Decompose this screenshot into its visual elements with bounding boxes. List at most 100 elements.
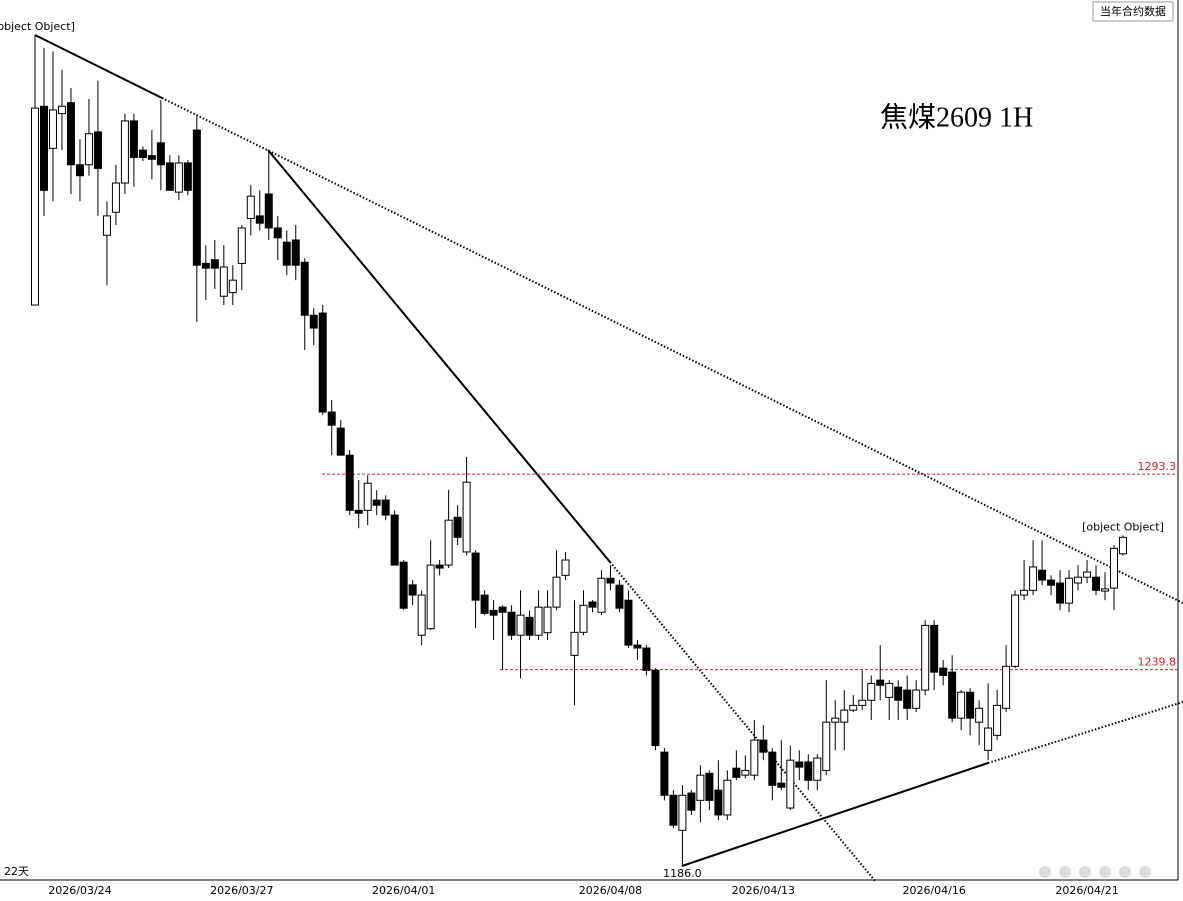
candle-body <box>777 782 786 788</box>
candle-body <box>300 261 309 316</box>
scroll-dot[interactable] <box>1039 866 1051 878</box>
candle-body <box>264 193 273 229</box>
candle-body <box>201 262 210 269</box>
candle-body <box>633 644 642 649</box>
candle-body <box>588 601 597 608</box>
candle-body <box>480 594 489 614</box>
candle-body <box>1101 588 1110 592</box>
candle-body <box>66 102 75 166</box>
x-tick-label: 2026/04/01 <box>372 884 435 897</box>
scroll-dot[interactable] <box>1119 866 1131 878</box>
candle-body <box>120 120 129 184</box>
candle-body <box>1047 579 1056 586</box>
candle-body <box>1020 589 1029 596</box>
candle-body <box>804 761 813 781</box>
candle-body <box>561 559 570 576</box>
chart-title: 焦煤2609 1H <box>880 101 1033 133</box>
candle-body <box>183 162 192 191</box>
candle-body <box>696 774 705 801</box>
candle-body <box>219 266 228 297</box>
candle-body <box>1011 594 1020 667</box>
candle-body <box>462 481 471 553</box>
candle-body <box>84 133 93 166</box>
candle-body <box>1029 566 1038 591</box>
trend-line <box>987 701 1183 764</box>
candle-body <box>498 606 507 613</box>
candle-body <box>417 594 426 636</box>
candle-body <box>957 691 966 719</box>
scroll-dot[interactable] <box>1139 866 1151 878</box>
candle-body <box>426 564 435 630</box>
candle-body <box>939 667 948 676</box>
candle-body <box>1002 665 1011 709</box>
candle-body <box>1119 536 1127 555</box>
candle-body <box>111 182 120 213</box>
candle-body <box>210 259 219 269</box>
candle-body <box>831 717 840 723</box>
candle-body <box>345 454 354 511</box>
candle-body <box>768 751 777 786</box>
candle-body <box>705 772 714 801</box>
x-tick-label: 2026/04/08 <box>579 884 642 897</box>
candle-body <box>984 727 993 751</box>
candle-body <box>516 614 525 636</box>
candle-body <box>750 739 759 776</box>
candle-body <box>678 794 687 831</box>
candle-body <box>876 679 885 686</box>
candle-body <box>795 761 804 768</box>
trend-lines <box>34 34 1183 883</box>
x-tick-label: 2026/03/24 <box>48 884 111 897</box>
candle-body <box>732 767 741 778</box>
x-tick-label: 2026/04/16 <box>902 884 965 897</box>
candle-body <box>921 624 930 691</box>
candle-body <box>813 757 822 781</box>
candle-body <box>552 576 561 608</box>
reference-label: 1293.3 <box>1138 460 1177 473</box>
candle-body <box>354 509 363 514</box>
candle-body <box>615 584 624 609</box>
trend-line <box>34 34 163 99</box>
candle-body <box>1092 576 1101 591</box>
period-label: 22天 <box>4 865 29 878</box>
candle-body <box>174 162 183 193</box>
candle-body <box>228 279 237 294</box>
candle-body <box>489 609 498 616</box>
candle-body <box>759 739 768 753</box>
candle-body <box>1038 569 1047 581</box>
trend-line <box>161 97 1183 604</box>
candle-body <box>282 241 291 266</box>
candle-body <box>48 109 57 149</box>
x-tick-label: 2026/04/21 <box>1055 884 1118 897</box>
candle-body <box>102 215 111 236</box>
candle-body <box>75 164 84 177</box>
scroll-dot[interactable] <box>1099 866 1111 878</box>
candle-body <box>273 227 282 239</box>
header-text: 当年合约数据 <box>1100 4 1166 18</box>
candle-body <box>165 162 174 191</box>
candle-body <box>840 709 849 723</box>
candle-body <box>786 759 795 809</box>
candle-body <box>975 707 984 723</box>
candle-body <box>930 624 939 673</box>
trend-line <box>609 561 877 883</box>
trend-line <box>267 149 611 563</box>
scroll-dot[interactable] <box>1079 866 1091 878</box>
candle-body <box>651 669 660 747</box>
candle-body <box>1083 571 1092 578</box>
candle-body <box>147 155 156 160</box>
scroll-controls[interactable] <box>1039 866 1151 878</box>
candle-body <box>318 312 327 413</box>
candle-body <box>237 227 246 264</box>
candle-body <box>246 195 255 219</box>
x-tick-label: 2026/04/13 <box>732 884 795 897</box>
candle-body <box>714 789 723 816</box>
candle-body <box>741 769 750 776</box>
candle-body <box>624 599 633 646</box>
candle-body <box>885 682 894 698</box>
price-annotation: 1186.0 <box>663 867 702 880</box>
candle-body <box>309 314 318 329</box>
scroll-dot[interactable] <box>1059 866 1071 878</box>
candle-body <box>31 107 39 306</box>
candle-body <box>903 689 912 709</box>
